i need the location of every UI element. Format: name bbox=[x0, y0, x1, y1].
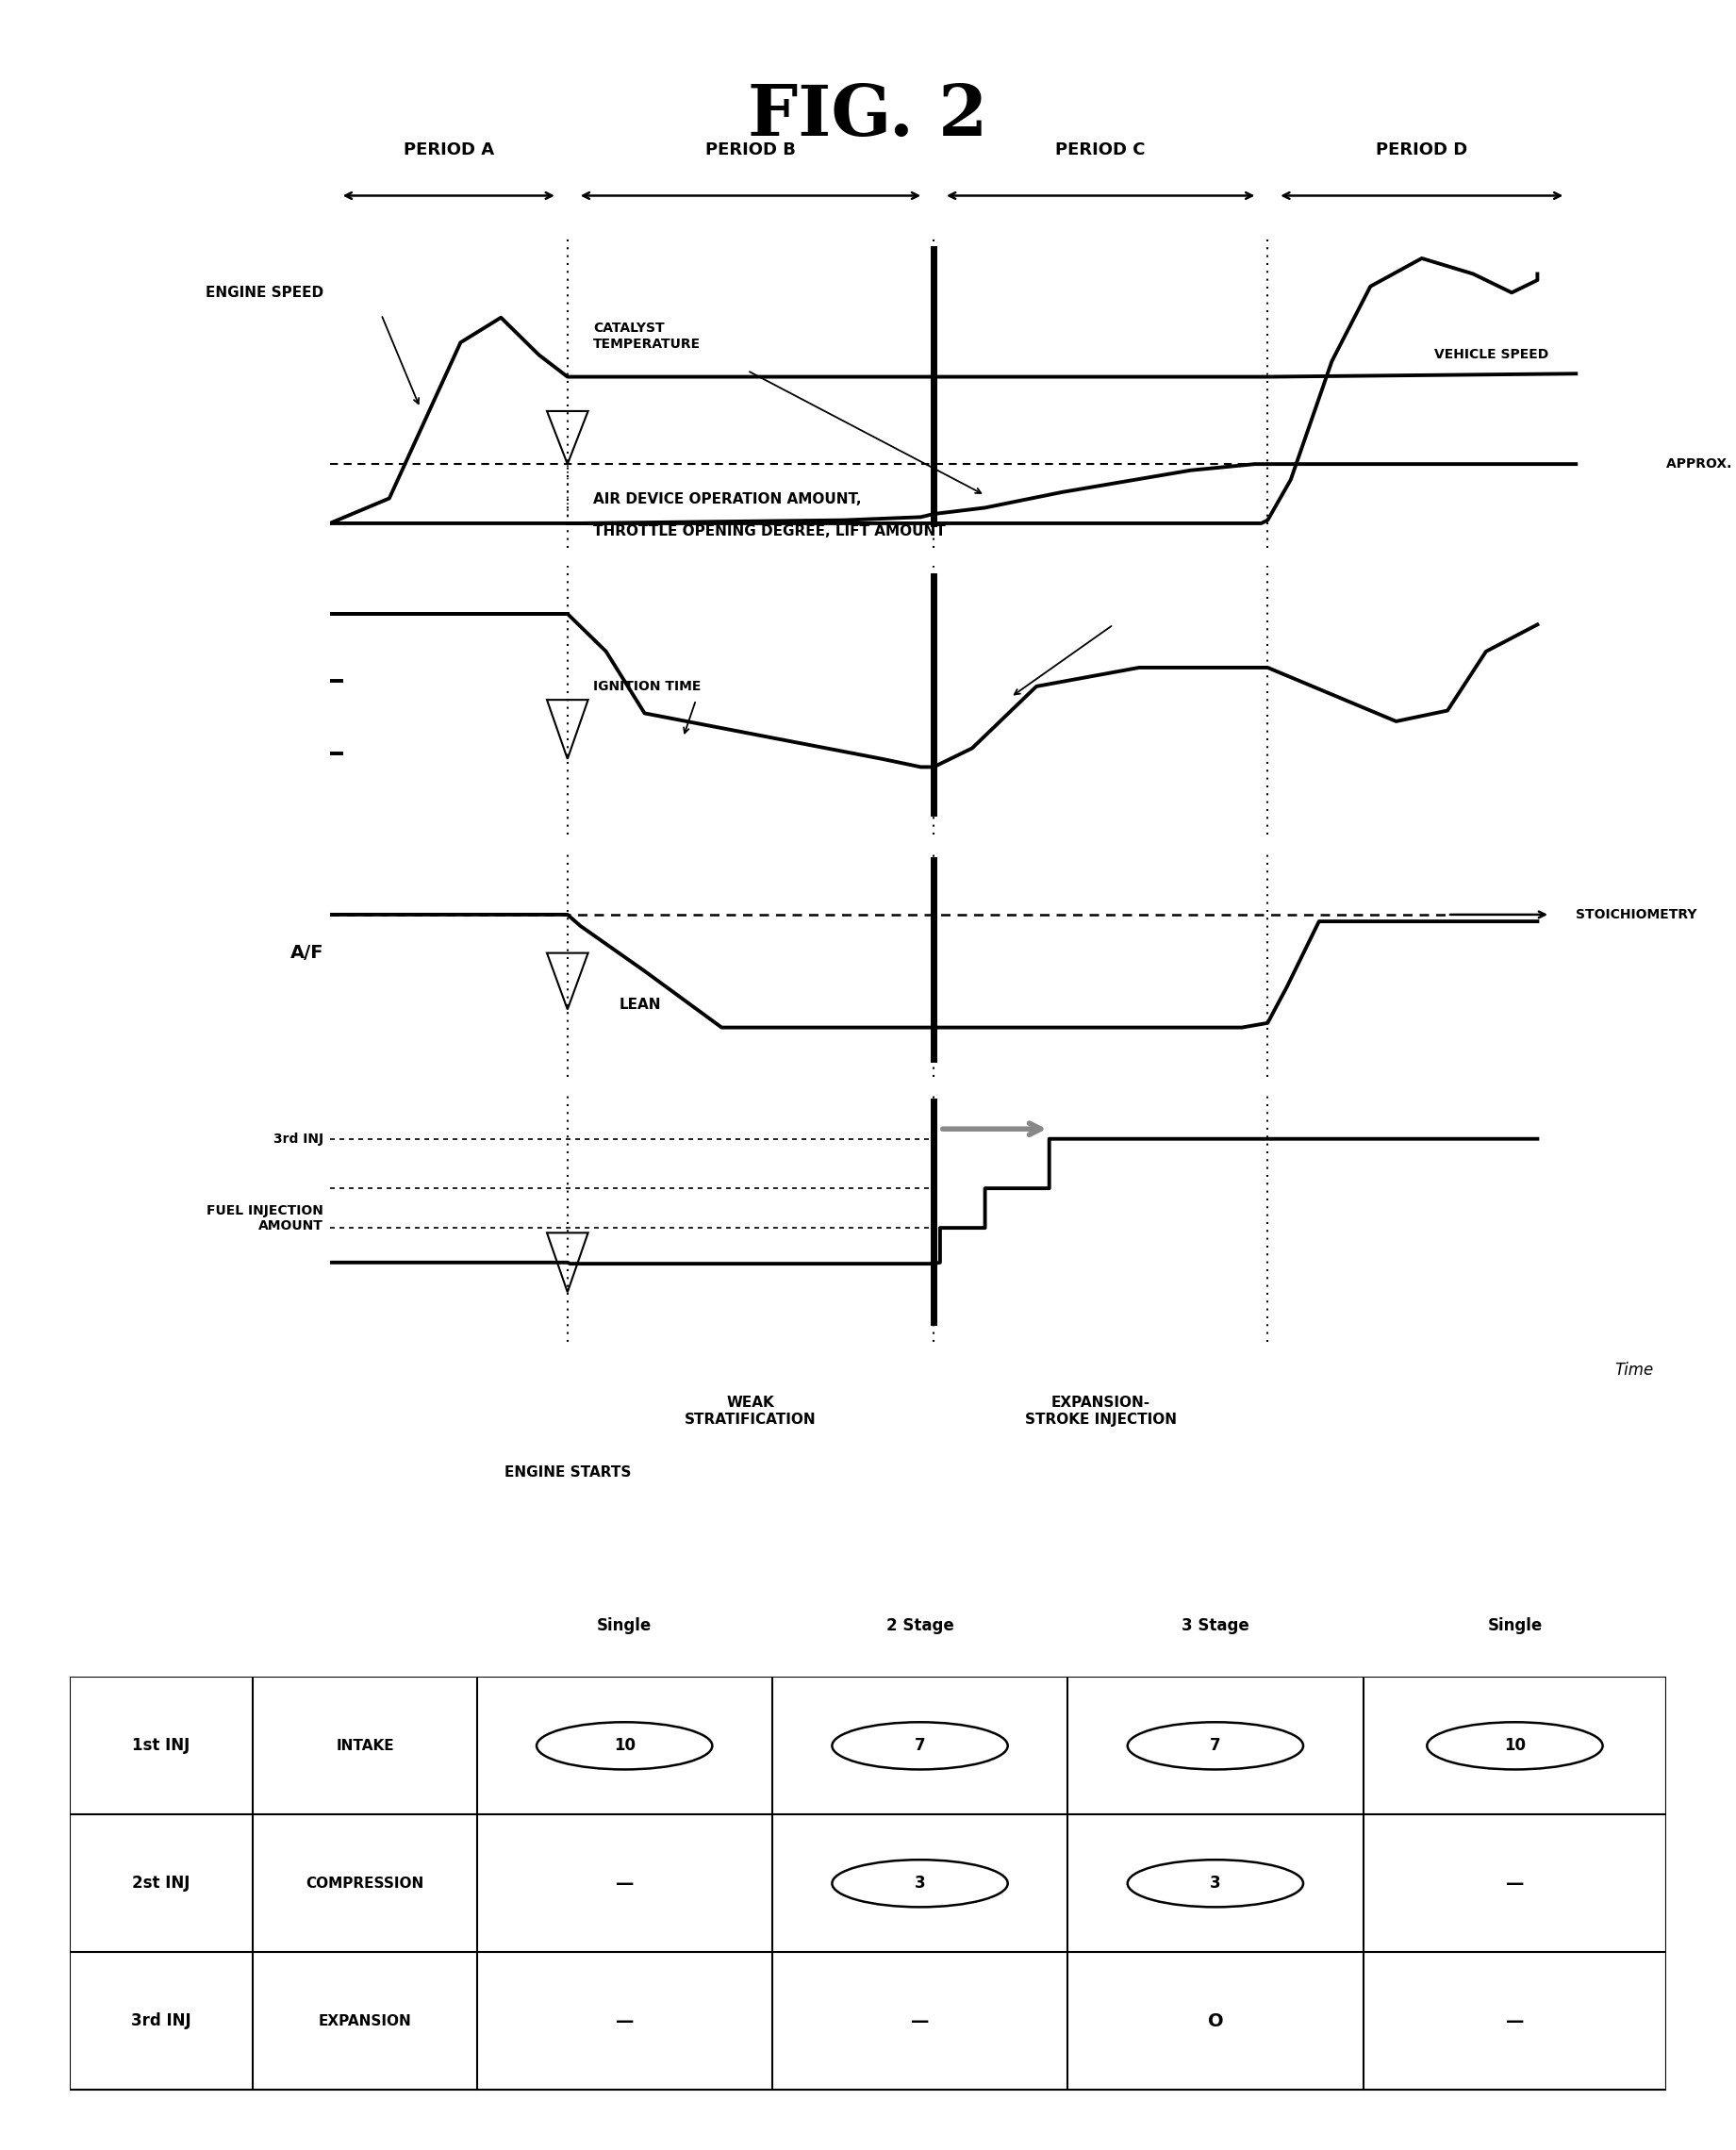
Text: 3rd INJ: 3rd INJ bbox=[132, 2012, 191, 2030]
Text: IGNITION TIME: IGNITION TIME bbox=[594, 679, 701, 692]
Text: FIG. 2: FIG. 2 bbox=[748, 82, 988, 151]
Text: INTAKE: INTAKE bbox=[335, 1739, 394, 1752]
Text: VEHICLE SPEED: VEHICLE SPEED bbox=[1434, 348, 1549, 361]
Text: THROTTLE OPENING DEGREE, LIFT AMOUNT: THROTTLE OPENING DEGREE, LIFT AMOUNT bbox=[594, 525, 946, 540]
Text: 7: 7 bbox=[1210, 1737, 1220, 1754]
Text: Single: Single bbox=[1488, 1617, 1542, 1634]
Text: 1st INJ: 1st INJ bbox=[132, 1737, 191, 1754]
Text: EXPANSION: EXPANSION bbox=[318, 2015, 411, 2027]
Text: —: — bbox=[911, 2012, 929, 2030]
Text: APPROX. 100°C: APPROX. 100°C bbox=[1667, 458, 1736, 471]
Text: STOICHIOMETRY: STOICHIOMETRY bbox=[1576, 907, 1698, 920]
Text: —: — bbox=[615, 2012, 634, 2030]
Text: 2st INJ: 2st INJ bbox=[132, 1875, 191, 1892]
Text: LEAN: LEAN bbox=[618, 998, 661, 1013]
Text: O: O bbox=[1208, 2012, 1224, 2030]
Text: Single: Single bbox=[597, 1617, 653, 1634]
Text: PERIOD D: PERIOD D bbox=[1377, 142, 1467, 159]
Text: WEAK
STRATIFICATION: WEAK STRATIFICATION bbox=[684, 1395, 816, 1428]
Text: PERIOD B: PERIOD B bbox=[705, 142, 795, 159]
Text: 2 Stage: 2 Stage bbox=[885, 1617, 953, 1634]
Text: —: — bbox=[1505, 2012, 1524, 2030]
Text: ENGINE SPEED: ENGINE SPEED bbox=[205, 286, 323, 299]
Text: COMPRESSION: COMPRESSION bbox=[306, 1877, 424, 1890]
Text: —: — bbox=[615, 1875, 634, 1892]
Text: PERIOD C: PERIOD C bbox=[1055, 142, 1146, 159]
Text: 3: 3 bbox=[915, 1875, 925, 1892]
Text: —: — bbox=[1505, 1875, 1524, 1892]
Text: EXPANSION-
STROKE INJECTION: EXPANSION- STROKE INJECTION bbox=[1024, 1395, 1177, 1428]
Text: A/F: A/F bbox=[290, 944, 323, 961]
Text: FUEL INJECTION
AMOUNT: FUEL INJECTION AMOUNT bbox=[207, 1204, 323, 1232]
Text: CATALYST
TEMPERATURE: CATALYST TEMPERATURE bbox=[594, 322, 701, 350]
Text: 10: 10 bbox=[1503, 1737, 1526, 1754]
Text: 3 Stage: 3 Stage bbox=[1182, 1617, 1250, 1634]
Text: 3rd INJ: 3rd INJ bbox=[273, 1133, 323, 1146]
Text: ENGINE STARTS: ENGINE STARTS bbox=[503, 1466, 630, 1479]
Text: 3: 3 bbox=[1210, 1875, 1220, 1892]
Text: 10: 10 bbox=[613, 1737, 635, 1754]
Text: AIR DEVICE OPERATION AMOUNT,: AIR DEVICE OPERATION AMOUNT, bbox=[594, 492, 861, 507]
Text: Time: Time bbox=[1614, 1361, 1653, 1378]
Text: PERIOD A: PERIOD A bbox=[403, 142, 495, 159]
Text: 7: 7 bbox=[915, 1737, 925, 1754]
